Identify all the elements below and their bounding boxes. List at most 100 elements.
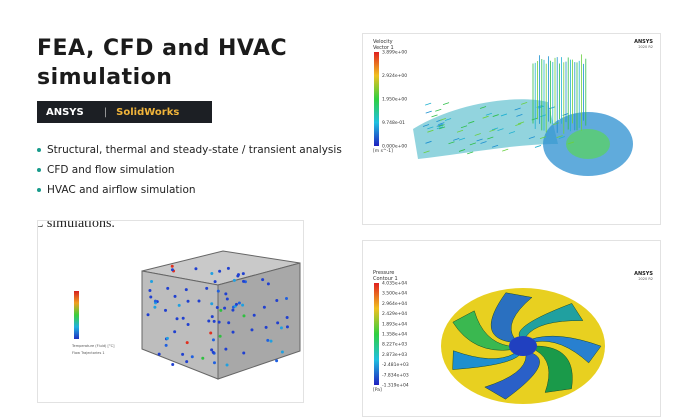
legend-unit: [m s^-1] (373, 148, 393, 154)
page-title: FEA, CFD and HVAC simulation (37, 36, 288, 90)
tag: ANSYS (46, 106, 84, 118)
particle (241, 272, 245, 276)
particle (285, 325, 289, 329)
version: 2020 R2 (638, 45, 653, 49)
particle (165, 336, 169, 340)
particle (209, 331, 213, 335)
particle (211, 350, 215, 354)
vector (516, 114, 523, 117)
version: 2020 R2 (638, 277, 653, 281)
hvac-render: C simulations. Temperature (Fluid) [°C] … (38, 221, 301, 380)
particle (170, 268, 174, 272)
vector (521, 102, 528, 105)
particle (212, 361, 216, 365)
vector (444, 118, 452, 121)
vector (424, 102, 432, 106)
legend-title: Velocity (373, 39, 393, 45)
bullet: CFD and flow simulation (37, 162, 342, 182)
blade (484, 352, 540, 400)
vector (492, 114, 499, 117)
legend-labels: 3.899e+00 2.924e+00 1.950e+00 9.748e-01 0.00… (382, 50, 407, 150)
particle (215, 305, 219, 309)
particle (181, 352, 185, 356)
hub (509, 336, 537, 356)
particle (224, 292, 228, 296)
vector (469, 142, 476, 146)
particle (250, 328, 254, 332)
vector (438, 122, 445, 126)
particle (285, 296, 289, 300)
vector (467, 151, 474, 155)
particle (207, 319, 211, 323)
particle (218, 334, 222, 338)
vector (515, 123, 522, 126)
vector (442, 102, 450, 106)
particle (185, 341, 189, 345)
particle (213, 280, 217, 284)
particle (252, 313, 256, 317)
vector (537, 105, 544, 109)
blade (534, 345, 573, 393)
particle (236, 274, 240, 278)
vector (485, 112, 493, 116)
legend-label: 2.964e+04 (382, 301, 407, 307)
impeller-hub (566, 129, 610, 159)
pressure-render: Pressure Contour 1 4.035e+04 3.500e+04 2.9… (373, 270, 653, 404)
particle (148, 289, 152, 293)
bullet: Structural, thermal and steady-state / t… (37, 142, 342, 162)
tool-tags: ANSYS | SolidWorks (37, 101, 212, 123)
particle (217, 320, 221, 324)
particle (210, 348, 214, 352)
vector (556, 135, 563, 138)
color-bar (374, 283, 379, 385)
tag: SolidWorks (116, 106, 180, 118)
particle (234, 302, 238, 306)
legend-title: Pressure (373, 270, 394, 276)
bullet: HVAC and airflow simulation (37, 182, 342, 202)
vector (487, 136, 494, 140)
vector (431, 114, 438, 118)
particle (177, 303, 181, 307)
vector (534, 145, 542, 148)
particle (170, 264, 174, 268)
vector (422, 124, 430, 127)
vector (491, 144, 499, 148)
legend-label: 1.950e+00 (382, 97, 407, 103)
particle (175, 317, 179, 321)
particle (216, 289, 220, 293)
vector (423, 150, 430, 154)
particle (223, 306, 227, 310)
vector (489, 129, 496, 132)
vector (425, 110, 432, 114)
vector (567, 141, 575, 145)
vector (427, 129, 434, 133)
particle (231, 330, 235, 334)
particle (242, 351, 246, 355)
legend-subtitle: Vector 1 (373, 45, 394, 51)
legend-label: 3.899e+00 (382, 50, 407, 56)
legend-label: -1.319e+04 (382, 383, 409, 389)
particle (181, 316, 185, 320)
brand: ANSYS (634, 39, 653, 45)
particle (285, 315, 289, 319)
particle (184, 288, 188, 292)
particle (194, 267, 198, 271)
vector (508, 131, 516, 134)
particle (242, 314, 246, 318)
vector (528, 136, 536, 140)
particle (276, 321, 280, 325)
particle (266, 282, 270, 286)
blade (529, 335, 602, 364)
blades (452, 292, 602, 400)
particle (173, 330, 177, 334)
caption-fragment: C simulations. (38, 221, 115, 231)
legend-unit: [Pa] (373, 387, 382, 393)
legend-note: Flow Trajectories 1 (72, 351, 105, 355)
particle (225, 363, 229, 367)
pressure-image: Pressure Contour 1 4.035e+04 3.500e+04 2.9… (362, 240, 661, 417)
vector (453, 138, 460, 141)
particle (171, 363, 175, 367)
particle (166, 286, 170, 290)
particle (164, 308, 168, 312)
blade (518, 303, 584, 339)
